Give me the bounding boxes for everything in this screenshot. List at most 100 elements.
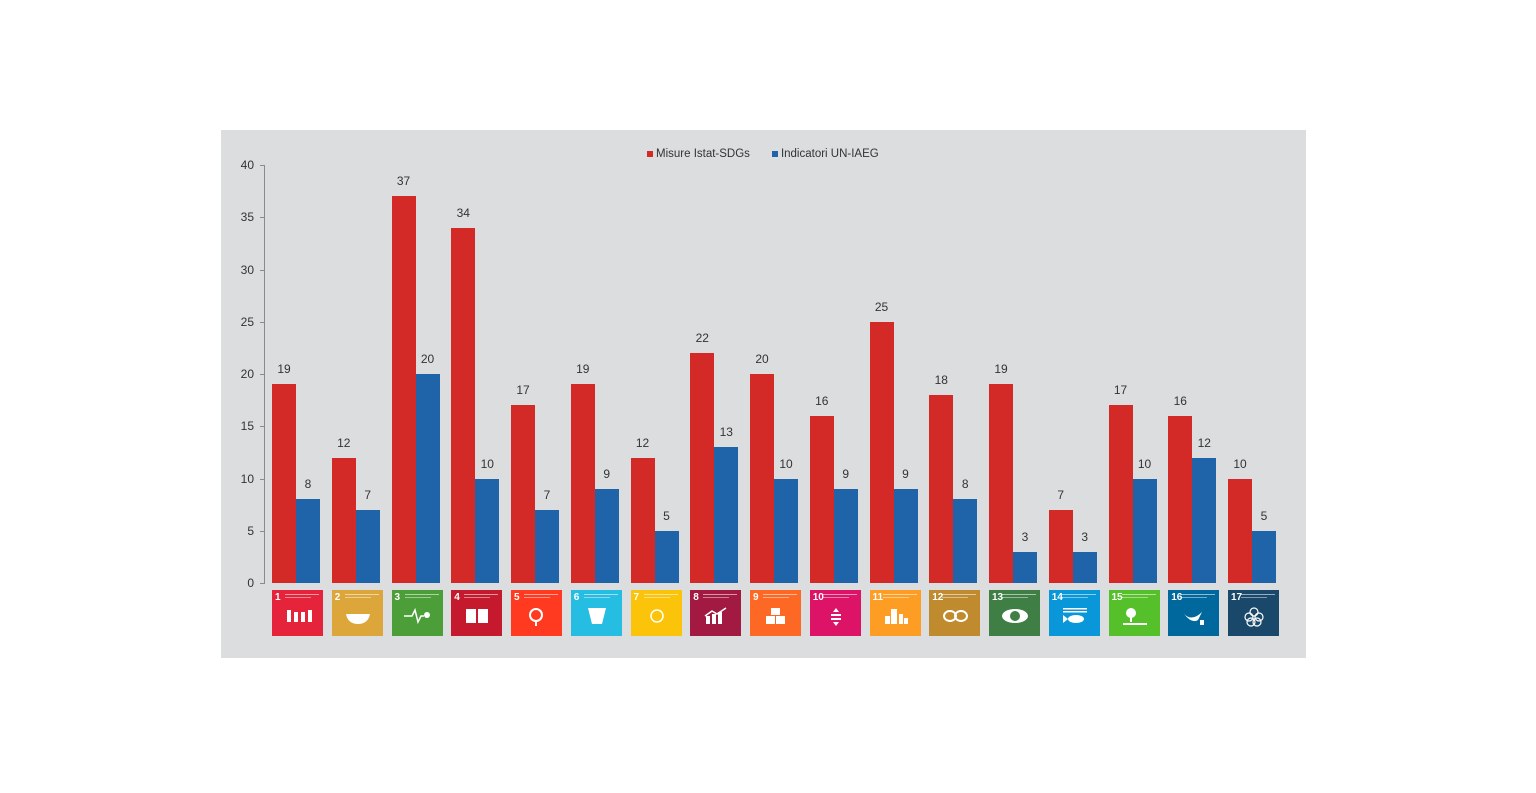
- y-tick-label: 15: [240, 419, 254, 434]
- sdg-tile-4: 4: [451, 590, 503, 636]
- sdg-title-line: [285, 594, 319, 596]
- bar-istat: [1228, 478, 1252, 583]
- bar-istat: [451, 227, 476, 583]
- sdg-title-line: [404, 597, 431, 599]
- sdg-title-line: [1002, 594, 1036, 596]
- bar-value-label: 5: [1260, 508, 1268, 523]
- sdg-title-line: [404, 594, 439, 596]
- sdg-tile-10: 10: [809, 590, 861, 636]
- y-tick: [260, 530, 265, 532]
- bar-istat: [1168, 415, 1193, 583]
- bar-value-label: 18: [934, 372, 948, 387]
- sdg-title-line: [763, 594, 797, 596]
- sdg-title-line: [1061, 594, 1096, 596]
- sdg-number: 5: [514, 592, 520, 603]
- sdg-title-line: [1121, 597, 1148, 599]
- sdg-title-line: [1241, 594, 1275, 596]
- sdg-title-line: [285, 597, 311, 599]
- bar-un-iaeg: [296, 499, 320, 583]
- sdg-title-line: [464, 594, 499, 596]
- sdg-number: 3: [394, 592, 401, 603]
- sdg-tile-16: 16: [1168, 590, 1220, 636]
- bar-un-iaeg: [535, 509, 559, 583]
- sdg-title-line: [464, 597, 491, 599]
- sdg-number: 6: [573, 592, 580, 603]
- sdg-number: 7: [633, 592, 640, 603]
- bar-value-label: 8: [961, 477, 969, 492]
- bar-un-iaeg: [774, 478, 798, 583]
- bar-value-label: 7: [543, 487, 551, 502]
- bar-un-iaeg: [355, 509, 380, 583]
- bar-istat: [391, 196, 416, 583]
- bar-istat: [809, 415, 834, 583]
- sdg-tile-13: 13: [989, 590, 1040, 636]
- sdg-title-line: [583, 597, 610, 599]
- sdg-tile-9: 9: [750, 590, 801, 636]
- y-tick: [260, 374, 265, 375]
- sdg-title-line: [822, 597, 849, 599]
- bar-istat: [331, 457, 356, 583]
- bar-un-iaeg: [714, 447, 739, 583]
- bar-un-iaeg: [893, 488, 918, 583]
- sdg-tile-7: 7: [630, 590, 682, 636]
- y-tick-label: 25: [240, 314, 254, 329]
- sdg-tile-5: 5: [511, 590, 562, 636]
- bar-istat: [690, 353, 715, 583]
- bar-value-label: 12: [337, 435, 351, 450]
- sdg-title-line: [1121, 594, 1156, 596]
- sdg-title-line: [583, 594, 618, 596]
- sdg-tile-14: 14: [1048, 590, 1100, 636]
- bar-value-label: 19: [576, 362, 590, 377]
- legend-item-istat: Misure Istat-SDGs: [647, 148, 750, 160]
- bar-istat: [929, 394, 954, 583]
- bar-value-label: 7: [364, 487, 372, 502]
- sdg-title-line: [1241, 597, 1267, 599]
- y-tick-label: 10: [240, 471, 254, 486]
- sdg-number: 10: [812, 592, 824, 603]
- bar-value-label: 7: [1057, 487, 1065, 502]
- sdg-title-line: [344, 594, 379, 596]
- bar-value-label: 17: [1113, 383, 1128, 398]
- bar-value-label: 13: [719, 425, 733, 440]
- legend-swatch-red: [647, 151, 653, 157]
- bar-istat: [1048, 509, 1073, 583]
- bar-un-iaeg: [1072, 551, 1097, 583]
- bar-value-label: 12: [1197, 435, 1211, 450]
- sdg-number: 11: [872, 592, 884, 603]
- bar-un-iaeg: [594, 488, 619, 583]
- bar-value-label: 17: [516, 383, 530, 398]
- bar-value-label: 9: [842, 466, 850, 481]
- sdg-number: 1: [275, 592, 281, 603]
- bar-value-label: 10: [480, 456, 494, 471]
- sdg-number: 4: [454, 592, 460, 603]
- legend-item-un-iaeg: Indicatori UN-IAEG: [771, 148, 879, 160]
- sdg-title-line: [1002, 597, 1028, 599]
- y-tick-label: 35: [240, 210, 254, 225]
- bar-un-iaeg: [1252, 530, 1276, 583]
- sdg-number: 16: [1171, 592, 1183, 603]
- y-tick: [260, 426, 265, 428]
- bar-value-label: 19: [277, 362, 291, 377]
- sdg-title-line: [822, 594, 857, 596]
- bar-un-iaeg: [415, 374, 440, 583]
- sdg-title-line: [1181, 594, 1216, 596]
- bar-istat: [1108, 405, 1133, 583]
- sdg-title-line: [703, 597, 730, 599]
- sdg-number: 12: [932, 592, 944, 603]
- bar-value-label: 19: [994, 362, 1008, 377]
- sdg-tile-2: 2: [331, 590, 383, 636]
- sdg-title-line: [1061, 597, 1088, 599]
- sdg-number: 17: [1231, 592, 1243, 603]
- bar-un-iaeg: [1013, 551, 1037, 583]
- sdg-title-line: [882, 594, 917, 596]
- sdg-number: 8: [693, 592, 699, 603]
- sdg-number: 13: [992, 592, 1004, 603]
- bar-value-label: 10: [1137, 456, 1152, 471]
- sdg-title-line: [942, 597, 969, 599]
- legend-swatch-blue: [771, 151, 778, 157]
- y-tick-label: 40: [240, 158, 254, 172]
- sdg-tile-12: 12: [929, 590, 981, 636]
- sdg-number: 15: [1111, 592, 1123, 603]
- y-tick-label: 30: [240, 262, 254, 277]
- bar-value-label: 37: [396, 174, 411, 189]
